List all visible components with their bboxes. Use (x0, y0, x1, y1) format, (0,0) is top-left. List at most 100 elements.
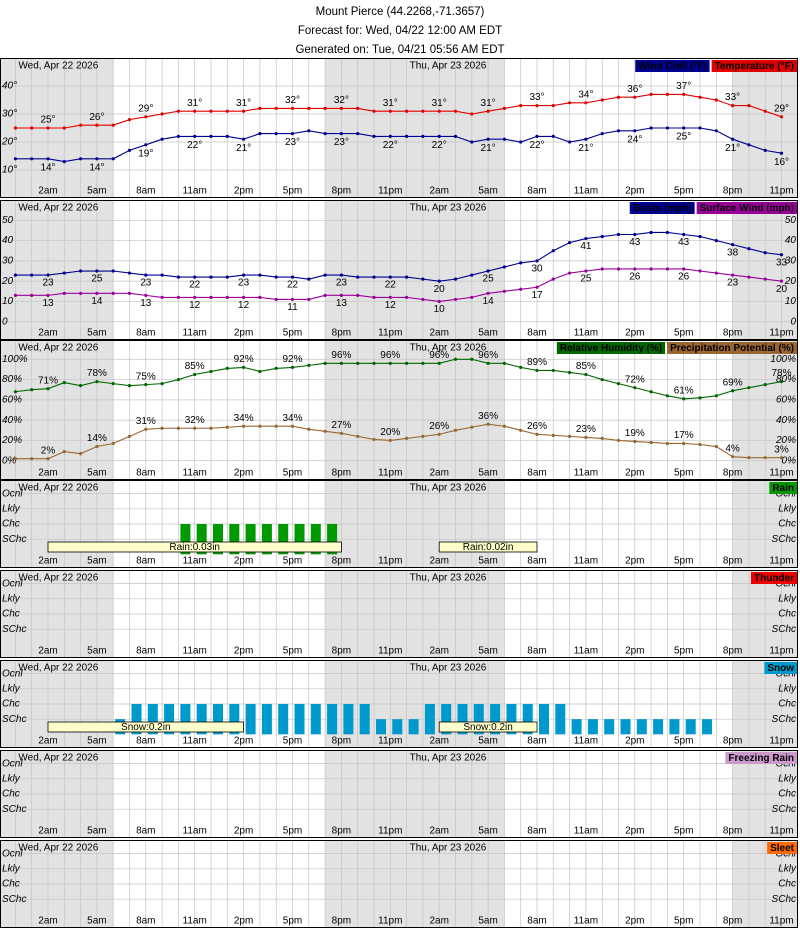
point (372, 109, 376, 113)
y-tick-label: SChc (2, 534, 26, 545)
bar (180, 704, 191, 735)
bar (213, 524, 223, 555)
value-label: 12 (238, 300, 250, 311)
x-tick-label: 8am (527, 916, 546, 927)
point (470, 140, 474, 144)
x-tick-label: 5am (478, 736, 497, 747)
point (388, 361, 392, 365)
point (502, 137, 506, 141)
value-label: 14% (87, 433, 107, 444)
point (160, 382, 164, 386)
point (535, 432, 539, 436)
bar (294, 704, 305, 735)
point (30, 273, 34, 277)
x-tick-label: 8pm (723, 186, 742, 197)
point (62, 126, 66, 130)
value-label: 30 (531, 264, 543, 275)
y-tick-label: Lkly (2, 773, 21, 784)
point (747, 456, 751, 460)
point (111, 291, 115, 295)
point (665, 267, 670, 271)
x-tick-label: 11pm (378, 736, 402, 747)
legend-label: Thunder (754, 573, 794, 584)
bar (147, 704, 158, 735)
value-label: 23 (727, 278, 739, 289)
point (731, 243, 735, 247)
point (356, 275, 360, 279)
point (356, 106, 360, 110)
point (225, 295, 229, 299)
x-tick-label: 2am (38, 826, 57, 837)
x-tick-label: 2pm (625, 826, 644, 837)
point (46, 457, 50, 461)
bar (310, 704, 321, 735)
point (421, 134, 425, 138)
x-tick-label: 5am (478, 186, 497, 197)
amount-box (47, 541, 342, 553)
y-tick-label: 40% (2, 415, 22, 426)
night-shade (325, 201, 505, 339)
point (323, 429, 327, 433)
point (62, 381, 66, 385)
y-tick-label-right: 100% (770, 354, 796, 365)
value-label: 13 (336, 298, 348, 309)
y-tick-label-right: Chc (778, 519, 796, 530)
x-tick-label: 8am (527, 826, 546, 837)
point (127, 148, 132, 152)
y-tick-label: 50 (2, 215, 14, 226)
point (209, 426, 213, 430)
point (13, 293, 17, 297)
point (46, 273, 50, 277)
point (225, 109, 229, 113)
point (763, 277, 767, 281)
x-tick-label: 2am (38, 556, 57, 567)
x-tick-label: 11am (574, 186, 598, 197)
point (388, 275, 392, 279)
date-label: Wed, Apr 22 2026 (18, 483, 98, 494)
point (193, 134, 197, 138)
bar (196, 704, 207, 735)
x-tick-label: 2pm (625, 646, 644, 657)
bar (261, 704, 272, 735)
point (111, 441, 115, 446)
series-line (15, 358, 782, 400)
legend-label: Freezing Rain (728, 753, 794, 764)
series-line (15, 127, 782, 163)
point (323, 361, 327, 365)
value-label: 36% (478, 411, 498, 422)
point (698, 126, 702, 130)
date-label: Thu, Apr 23 2026 (410, 573, 487, 584)
point (339, 431, 343, 435)
panel-border (0, 480, 798, 568)
chart-title: Mount Pierce (44.2268,-71.3657) (316, 6, 485, 18)
amount-box (438, 541, 538, 553)
point (437, 299, 441, 304)
bar (571, 719, 582, 735)
panel-border (0, 840, 798, 928)
value-label: 85% (576, 361, 596, 372)
point (568, 370, 572, 375)
point (372, 134, 376, 138)
x-tick-label: 11am (574, 468, 598, 479)
panel-border (0, 660, 798, 748)
value-label: 21° (578, 143, 593, 154)
y-tick-label-right: 20% (775, 435, 796, 446)
value-label: 22 (287, 280, 299, 291)
y-tick-label-right: Lkly (778, 773, 797, 784)
point (258, 132, 262, 136)
point (193, 372, 197, 377)
point (242, 365, 246, 369)
series-line (15, 423, 782, 460)
point (763, 109, 767, 113)
point (616, 267, 621, 271)
point (274, 106, 278, 110)
x-tick-label: 11pm (378, 468, 402, 479)
point (453, 277, 458, 281)
point (258, 369, 262, 374)
x-tick-label: 2am (38, 916, 57, 927)
point (290, 275, 295, 279)
value-label: 38 (727, 247, 739, 258)
value-label: 34% (234, 413, 254, 424)
point (747, 247, 751, 251)
